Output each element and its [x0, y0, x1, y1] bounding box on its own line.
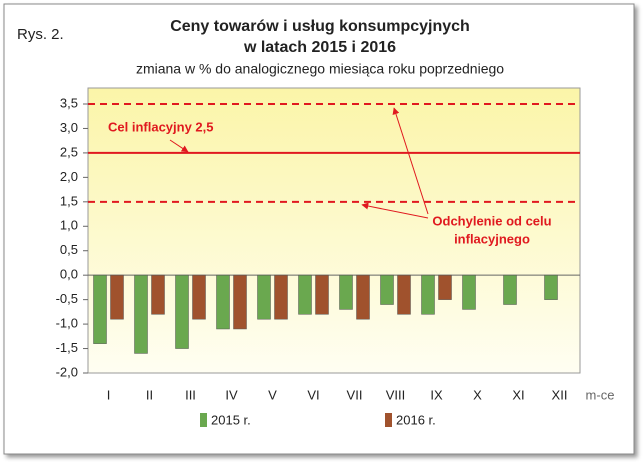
x-tick-label: V — [268, 387, 277, 402]
bar — [339, 274, 353, 310]
y-tick-label: 2,0 — [60, 169, 78, 184]
bar — [216, 274, 230, 330]
legend-swatch — [200, 413, 207, 427]
chart-title: w latach 2015 i 2016 — [243, 39, 396, 56]
bar — [192, 274, 206, 320]
figure-label: Rys. 2. — [17, 26, 64, 43]
x-tick-label: X — [473, 387, 482, 402]
bar — [421, 274, 435, 315]
bar — [93, 274, 107, 344]
legend-label: 2016 r. — [396, 412, 436, 427]
target-label: Cel inflacyjny 2,5 — [108, 119, 214, 134]
bar — [544, 274, 558, 300]
y-tick-label: 1,5 — [60, 193, 78, 208]
bar — [134, 274, 148, 354]
chart-title: Ceny towarów i usług konsumpcyjnych — [170, 18, 470, 35]
bar — [151, 274, 165, 315]
plot-area — [87, 87, 581, 374]
y-tick-label: 3,5 — [60, 95, 78, 110]
deviation-label: Odchylenie od celu — [432, 213, 551, 228]
y-tick-label: 2,5 — [60, 144, 78, 159]
x-tick-label: XII — [552, 387, 568, 402]
bar — [356, 274, 370, 320]
bar — [397, 274, 411, 315]
x-tick-label: VIII — [386, 387, 406, 402]
y-tick-label: -0,5 — [56, 291, 78, 306]
x-tick-label: VII — [347, 387, 363, 402]
x-tick-label: I — [107, 387, 111, 402]
legend-swatch — [385, 413, 392, 427]
y-tick-label: 3,0 — [60, 120, 78, 135]
x-tick-label: VI — [307, 387, 319, 402]
bar — [503, 274, 517, 305]
x-axis-label: m-ce — [586, 387, 615, 402]
y-tick-label: -1,5 — [56, 340, 78, 355]
bar — [175, 274, 189, 349]
bar — [380, 274, 394, 305]
y-tick-label: 0,0 — [60, 267, 78, 282]
x-tick-label: III — [185, 387, 196, 402]
arrow — [169, 139, 189, 153]
bar — [462, 274, 476, 310]
bar — [274, 274, 288, 320]
deviation-label: inflacyjnego — [454, 231, 530, 246]
x-tick-label: IV — [225, 387, 238, 402]
y-tick-label: 0,5 — [60, 242, 78, 257]
legend-label: 2015 r. — [211, 412, 251, 427]
bar — [315, 274, 329, 315]
x-tick-label: II — [146, 387, 153, 402]
bar — [257, 274, 271, 320]
bar — [110, 274, 124, 320]
arrow — [392, 107, 429, 215]
x-tick-label: IX — [430, 387, 443, 402]
arrow — [361, 202, 429, 219]
y-tick-label: -2,0 — [56, 364, 78, 379]
bar — [438, 274, 452, 300]
bar — [298, 274, 312, 315]
chart-subtitle: zmiana w % do analogicznego miesiąca rok… — [136, 61, 504, 77]
bar — [233, 274, 247, 330]
y-tick-label: -1,0 — [56, 316, 78, 331]
y-tick-label: 1,0 — [60, 218, 78, 233]
x-tick-label: XI — [512, 387, 524, 402]
